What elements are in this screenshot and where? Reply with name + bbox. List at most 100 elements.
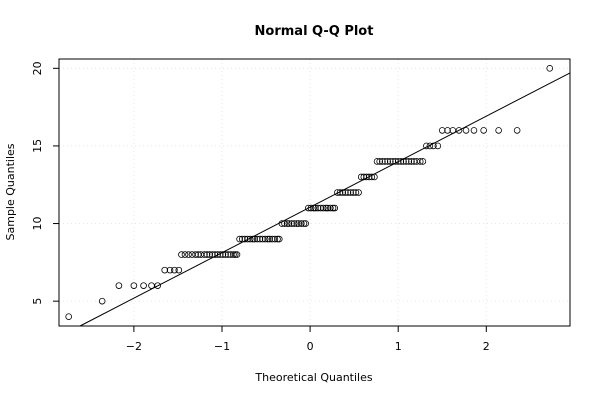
data-point	[148, 282, 155, 289]
data-point	[355, 189, 362, 196]
data-point	[266, 235, 273, 243]
data-point	[397, 158, 405, 165]
data-point	[419, 158, 427, 165]
data-point	[224, 251, 232, 258]
data-point	[434, 142, 442, 150]
data-point	[334, 189, 341, 196]
data-point	[329, 204, 337, 212]
y-tick-label: 20	[31, 61, 44, 75]
data-point	[416, 158, 424, 165]
data-point	[423, 142, 430, 150]
data-point	[238, 235, 246, 243]
data-point	[322, 204, 330, 212]
data-point	[283, 220, 291, 227]
data-point	[268, 235, 276, 243]
data-point	[331, 204, 339, 212]
data-point	[320, 204, 327, 212]
data-point	[402, 158, 410, 165]
data-point	[384, 158, 391, 165]
x-tick-label: −1	[214, 340, 230, 353]
data-point	[546, 65, 554, 72]
data-point	[392, 158, 399, 165]
data-point	[352, 189, 360, 196]
data-point	[241, 235, 249, 243]
data-point	[513, 127, 521, 134]
data-point	[251, 235, 258, 243]
data-point	[376, 158, 383, 165]
data-point	[357, 173, 365, 181]
data-point	[161, 266, 169, 274]
data-point	[259, 235, 266, 243]
data-point	[219, 251, 227, 258]
x-axis: −2 −1 0 1 2	[126, 326, 490, 353]
x-tick-label: 2	[483, 340, 490, 353]
data-point	[249, 235, 257, 243]
data-point	[246, 235, 254, 243]
data-point	[305, 204, 312, 212]
data-point	[264, 235, 272, 243]
qq-reference-line	[79, 72, 571, 327]
x-axis-label: Theoretical Quantiles	[254, 371, 372, 384]
data-point	[480, 127, 487, 134]
data-point	[381, 158, 389, 165]
data-point	[154, 282, 161, 289]
data-point	[438, 127, 446, 134]
data-point	[444, 127, 451, 134]
data-point	[349, 189, 357, 196]
data-point	[233, 251, 241, 258]
chart-title: Normal Q-Q Plot	[255, 24, 374, 39]
data-point	[98, 297, 106, 305]
data-point	[373, 158, 381, 165]
data-point	[256, 235, 264, 243]
x-tick-label: −2	[126, 340, 142, 353]
data-point	[300, 220, 308, 227]
x-tick-label: 1	[395, 340, 402, 353]
data-point	[216, 251, 224, 258]
data-point	[342, 189, 349, 196]
data-point	[317, 204, 324, 212]
data-point	[201, 251, 208, 258]
data-point	[297, 220, 305, 227]
data-point	[211, 251, 219, 258]
data-point	[203, 251, 211, 258]
y-tick-label: 5	[31, 298, 44, 305]
data-point	[288, 220, 295, 227]
data-point	[192, 251, 199, 258]
data-point	[400, 158, 407, 165]
data-point	[290, 220, 298, 227]
data-point	[140, 282, 147, 289]
data-point	[181, 251, 189, 258]
data-point	[314, 204, 322, 212]
data-point	[253, 235, 261, 243]
data-point	[360, 173, 368, 181]
data-point	[209, 251, 216, 258]
data-point	[281, 220, 288, 227]
data-point	[386, 158, 394, 165]
data-point	[295, 220, 302, 227]
x-tick-label: 0	[307, 340, 314, 353]
data-point	[185, 251, 192, 258]
data-point	[495, 127, 502, 134]
data-point	[462, 127, 470, 134]
data-point	[244, 235, 251, 243]
data-point	[65, 313, 72, 320]
data-point	[312, 204, 319, 212]
data-point	[455, 127, 463, 134]
data-point	[222, 251, 229, 258]
data-point	[394, 158, 402, 165]
data-point	[166, 266, 174, 274]
data-point	[307, 204, 315, 212]
data-point	[214, 251, 221, 258]
data-point	[278, 220, 286, 227]
data-point	[365, 173, 373, 181]
data-point	[389, 158, 397, 165]
data-point	[336, 189, 344, 196]
data-point	[236, 235, 243, 243]
data-point	[274, 235, 281, 243]
data-point	[379, 158, 386, 165]
data-point	[285, 220, 293, 227]
data-point	[261, 235, 269, 243]
data-point	[302, 220, 309, 227]
data-point	[405, 158, 413, 165]
